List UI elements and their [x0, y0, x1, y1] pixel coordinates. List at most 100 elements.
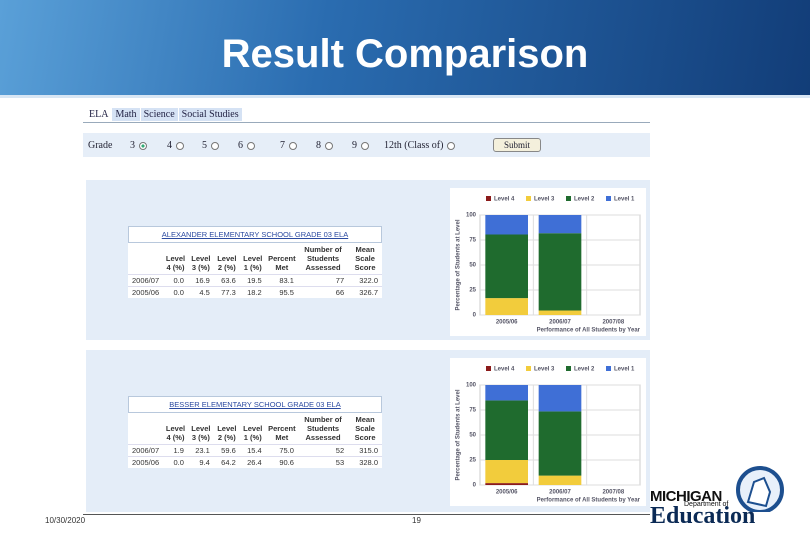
legend-label: Level 1	[614, 197, 635, 203]
school-panel: ALEXANDER ELEMENTARY SCHOOL GRADE 03 ELA…	[86, 180, 650, 340]
table-row: 2005/06 0.0 4.5 77.3 18.2 95.5 66 326.7	[128, 286, 382, 298]
legend-label: Level 3	[534, 197, 555, 203]
grade-option[interactable]: 6	[238, 140, 255, 151]
legend-swatch	[606, 196, 611, 201]
table-cell: 63.6	[213, 274, 240, 287]
subject-tabs: ELA Math Science Social Studies	[86, 108, 243, 121]
table-cell: 59.6	[213, 444, 240, 457]
grade-option-label: 9	[352, 140, 357, 151]
y-tick-label: 25	[469, 458, 476, 464]
table-cell: 52	[297, 444, 349, 457]
table-row: 2006/07 1.9 23.1 59.6 15.4 75.0 52 315.0	[128, 444, 382, 457]
bar-segment	[485, 385, 528, 401]
radio-button[interactable]	[447, 141, 456, 150]
grade-option-label: 12th (Class of)	[384, 140, 444, 151]
radio-button[interactable]	[325, 141, 333, 150]
grade-option-label: 8	[316, 140, 321, 151]
legend-swatch	[486, 196, 491, 201]
table-title[interactable]: BESSER ELEMENTARY SCHOOL GRADE 03 ELA	[128, 396, 382, 413]
table-cell: 1.9	[163, 444, 188, 457]
table-cell: 26.4	[239, 456, 266, 468]
x-axis-label: Performance of All Students by Year	[537, 328, 641, 334]
grade-option[interactable]: 9	[352, 140, 369, 151]
table-title[interactable]: ALEXANDER ELEMENTARY SCHOOL GRADE 03 ELA	[128, 226, 382, 243]
grade-option-label: 7	[280, 140, 285, 151]
slide-title: Result Comparison	[221, 32, 589, 76]
table-cell: 66	[297, 286, 349, 298]
table-cell: 0.0	[163, 286, 188, 298]
table-cell: 95.5	[265, 286, 298, 298]
grade-option[interactable]: 3	[130, 140, 147, 151]
legend-swatch	[566, 366, 571, 371]
legend-label: Level 4	[494, 367, 515, 373]
legend-label: Level 1	[614, 367, 635, 373]
header-cell: Level 4 (%)	[165, 254, 186, 272]
header-cell: Level 3 (%)	[191, 254, 211, 272]
bar-segment	[538, 411, 582, 476]
header-row: Level 4 (%) Level 3 (%) Level 2 (%) Level 1…	[128, 413, 382, 445]
grade-option-label: 5	[202, 140, 207, 151]
header-cell: Mean Scale Score	[354, 245, 376, 272]
table-row: 2006/07 0.0 16.9 63.6 19.5 83.1 77 322.0	[128, 274, 382, 287]
radio-button[interactable]	[361, 141, 369, 150]
y-axis-label: Percentage of Students at Level	[456, 389, 462, 480]
header-cell: Mean Scale Score	[354, 415, 376, 442]
table-cell: 19.5	[239, 274, 266, 287]
radio-button[interactable]	[139, 141, 147, 150]
bar-segment	[485, 298, 528, 315]
subject-tab[interactable]: ELA	[86, 108, 112, 121]
legend-label: Level 4	[494, 197, 515, 203]
table-cell: 315.0	[348, 444, 382, 457]
table-cell: 77	[297, 274, 349, 287]
table-cell: 4.5	[187, 286, 214, 298]
bar-segment	[485, 215, 528, 235]
grade-option-label: 4	[167, 140, 172, 151]
grade-option[interactable]: 8	[316, 140, 333, 151]
radio-button[interactable]	[176, 141, 184, 150]
legend-label: Level 2	[574, 367, 595, 373]
radio-button[interactable]	[247, 141, 255, 150]
x-axis-label: Performance of All Students by Year	[537, 498, 641, 504]
radio-button[interactable]	[211, 141, 219, 150]
x-tick-label: 2006/07	[549, 320, 571, 326]
y-tick-label: 50	[469, 433, 476, 439]
chart: 0 25 50 75 100 Percentage of Students at Leve…	[450, 188, 646, 336]
footer-date: 10/30/2020	[45, 516, 86, 525]
table-cell: 2006/07	[128, 274, 164, 287]
header-cell	[128, 413, 163, 445]
y-tick-label: 50	[469, 263, 476, 269]
grade-option[interactable]: 5	[202, 140, 219, 151]
footer-rule	[83, 514, 650, 515]
radio-button[interactable]	[289, 141, 297, 150]
header-cell: Percent Met	[268, 424, 296, 442]
x-tick-label: 2007/08	[602, 490, 624, 496]
bar-segment	[538, 385, 582, 412]
table: Level 4 (%) Level 3 (%) Level 2 (%) Level 1…	[128, 243, 382, 298]
table-cell: 2006/07	[128, 444, 164, 457]
submit-button[interactable]: Submit	[493, 138, 542, 152]
header-cell: Number of Students Assessed	[304, 245, 342, 272]
bar-segment	[538, 310, 582, 315]
subject-tab[interactable]: Science	[140, 108, 178, 121]
y-tick-label: 25	[469, 288, 476, 294]
grade-label: Grade	[88, 140, 113, 151]
table-row: 2005/06 0.0 9.4 64.2 26.4 90.6 53 328.0	[128, 456, 382, 468]
table-cell: 64.2	[213, 456, 240, 468]
table: Level 4 (%) Level 3 (%) Level 2 (%) Level 1…	[128, 413, 382, 468]
subject-tab[interactable]: Social Studies	[178, 108, 242, 121]
grade-option[interactable]: 7	[280, 140, 297, 151]
subject-tab[interactable]: Math	[112, 108, 140, 121]
bar-segment	[538, 475, 582, 485]
y-axis-label: Percentage of Students at Level	[456, 219, 462, 310]
grade-option[interactable]: 4	[167, 140, 184, 151]
table-cell: 77.3	[213, 286, 240, 298]
header-cell: Percent Met	[268, 254, 296, 272]
bar-segment	[485, 483, 528, 485]
x-tick-label: 2006/07	[549, 490, 571, 496]
legend-label: Level 3	[534, 367, 555, 373]
grade-option[interactable]: 12th (Class of)	[384, 140, 456, 151]
y-tick-label: 0	[473, 313, 477, 319]
tab-rule	[83, 122, 650, 123]
y-tick-label: 0	[473, 483, 477, 489]
